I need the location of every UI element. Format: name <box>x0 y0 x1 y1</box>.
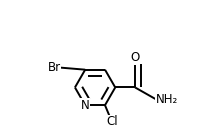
Text: NH₂: NH₂ <box>156 93 178 106</box>
Text: Cl: Cl <box>106 115 118 128</box>
Text: N: N <box>81 99 90 112</box>
Text: Br: Br <box>47 61 61 74</box>
Text: O: O <box>130 51 140 64</box>
